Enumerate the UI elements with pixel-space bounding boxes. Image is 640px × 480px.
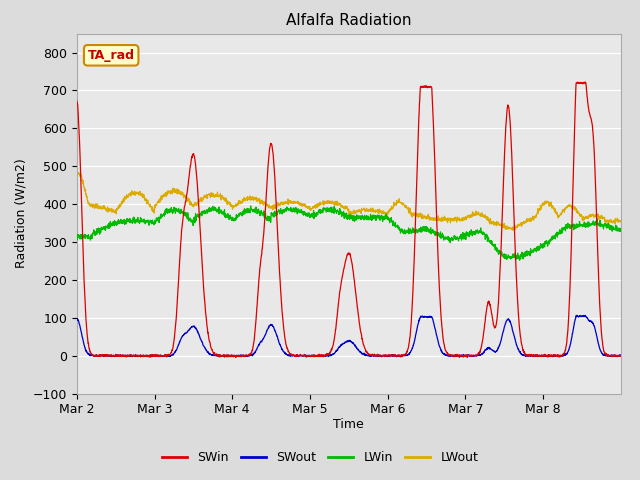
- SWout: [321, 353, 329, 359]
- SWin: [73, 98, 81, 104]
- SWout: [99, 354, 107, 360]
- LWout: [73, 170, 81, 176]
- LWout: [617, 218, 625, 224]
- SWout: [573, 312, 580, 318]
- SWin: [551, 353, 559, 359]
- Line: LWin: LWin: [77, 206, 621, 260]
- SWin: [481, 317, 489, 323]
- LWout: [617, 219, 625, 225]
- LWin: [73, 232, 81, 238]
- Line: SWout: SWout: [77, 315, 621, 357]
- LWin: [379, 218, 387, 224]
- SWout: [551, 353, 559, 359]
- LWout: [73, 169, 81, 175]
- LWout: [551, 209, 559, 215]
- LWout: [567, 203, 575, 208]
- Title: Alfalfa Radiation: Alfalfa Radiation: [286, 13, 412, 28]
- X-axis label: Time: Time: [333, 418, 364, 431]
- LWout: [481, 212, 489, 218]
- LWin: [481, 237, 489, 242]
- LWout: [509, 228, 516, 233]
- LWin: [321, 205, 329, 211]
- LWin: [617, 228, 625, 234]
- SWin: [232, 355, 239, 360]
- Legend: SWin, SWout, LWin, LWout: SWin, SWout, LWin, LWout: [157, 446, 483, 469]
- LWin: [516, 257, 524, 263]
- SWin: [617, 353, 625, 359]
- Line: SWin: SWin: [77, 82, 621, 358]
- SWin: [567, 267, 575, 273]
- Line: LWout: LWout: [77, 172, 621, 230]
- LWin: [551, 236, 559, 242]
- Y-axis label: Radiation (W/m2): Radiation (W/m2): [14, 159, 27, 268]
- LWin: [617, 228, 625, 234]
- SWout: [379, 353, 387, 359]
- LWin: [567, 224, 575, 229]
- SWin: [379, 352, 387, 358]
- SWout: [617, 353, 625, 359]
- LWout: [379, 209, 387, 215]
- SWout: [617, 352, 625, 358]
- SWin: [617, 353, 625, 359]
- SWin: [581, 79, 589, 85]
- SWout: [73, 315, 81, 321]
- LWin: [247, 203, 255, 209]
- Text: TA_rad: TA_rad: [88, 49, 134, 62]
- SWin: [321, 353, 329, 359]
- LWout: [321, 200, 329, 206]
- SWout: [567, 341, 575, 347]
- SWout: [481, 347, 489, 353]
